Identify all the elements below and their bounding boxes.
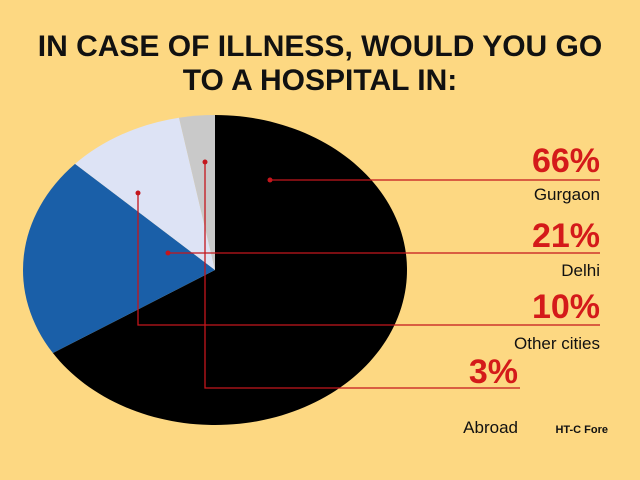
value-label: 3% bbox=[469, 353, 518, 391]
leader-dot bbox=[267, 177, 273, 183]
pie-slice bbox=[52, 115, 407, 426]
leader-line bbox=[137, 193, 600, 326]
pie-slice bbox=[179, 115, 215, 270]
chart-title: IN CASE OF ILLNESS, WOULD YOU GO TO A HO… bbox=[37, 30, 603, 97]
pie-slice bbox=[75, 117, 215, 270]
category-label: Gurgaon bbox=[534, 185, 600, 204]
leader-dot bbox=[135, 190, 141, 196]
leader-dot bbox=[202, 159, 208, 165]
value-label: 66% bbox=[532, 142, 600, 180]
category-label: Abroad bbox=[463, 418, 518, 437]
leader-dot bbox=[165, 250, 171, 256]
value-label: 21% bbox=[532, 217, 600, 255]
value-label: 10% bbox=[532, 288, 600, 326]
category-label: Other cities bbox=[514, 334, 600, 353]
leader-line bbox=[204, 162, 520, 389]
pie-slice bbox=[22, 163, 216, 354]
category-label: Delhi bbox=[561, 261, 600, 280]
credit: HT-C Fore bbox=[555, 424, 608, 436]
